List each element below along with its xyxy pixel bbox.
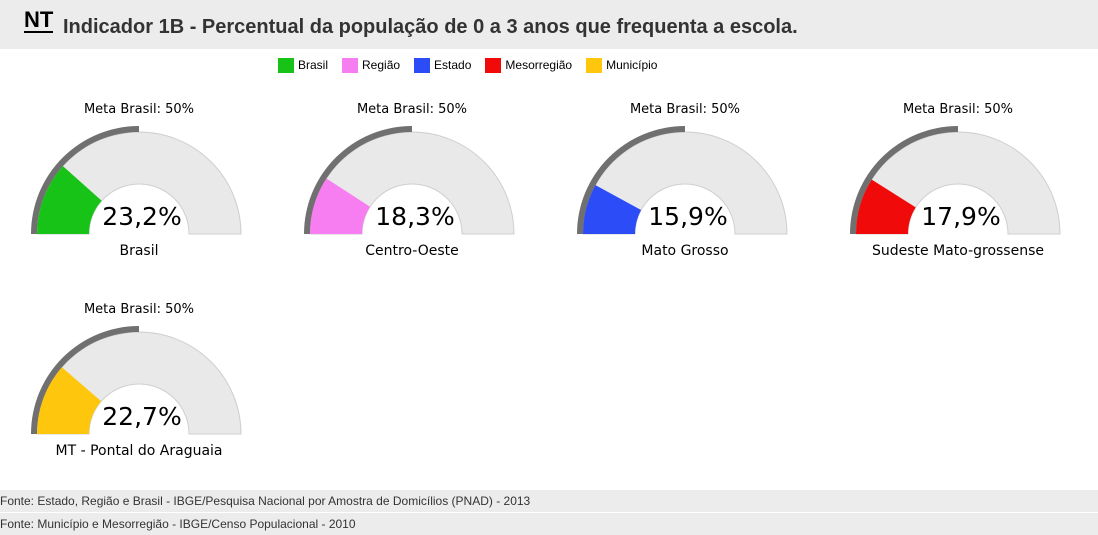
gauge-target-label: Meta Brasil: 50%	[357, 102, 467, 117]
gauge-target-label: Meta Brasil: 50%	[630, 102, 740, 117]
gauges-chart: Meta Brasil: 50% 23,2% Brasil Meta Brasil: …	[31, 102, 1061, 459]
legend-item-estado[interactable]: Estado	[414, 57, 472, 73]
gauge-name-label: Brasil	[119, 243, 158, 259]
gauge-value-fill	[583, 185, 642, 234]
gauge-name-label: Mato Grosso	[641, 243, 728, 259]
gauge-value-label: 18,3%	[375, 202, 454, 231]
legend-label: Mesorregião	[505, 58, 573, 72]
gauge-value-label: 15,9%	[648, 202, 727, 231]
gauge-name-label: Centro-Oeste	[365, 243, 459, 259]
gauge-name-label: MT - Pontal do Araguaia	[56, 443, 223, 459]
legend-swatch	[342, 57, 359, 73]
gauge-value-fill	[856, 179, 916, 234]
gauge-name-label: Sudeste Mato-grossense	[872, 243, 1044, 259]
legend-swatch	[586, 57, 603, 73]
legend-label: Região	[362, 58, 401, 72]
gauge-value-label: 22,7%	[102, 402, 181, 431]
gauge-target-label: Meta Brasil: 50%	[903, 102, 1013, 117]
gauge-value-fill	[37, 166, 102, 234]
legend: Brasil Região Estado Mesorregião Municíp…	[278, 57, 671, 73]
gauge-target-label: Meta Brasil: 50%	[84, 302, 194, 317]
gauge-value-label: 17,9%	[921, 202, 1000, 231]
gauge-target-label: Meta Brasil: 50%	[84, 102, 194, 117]
chart-header: NT Indicador 1B - Percentual da populaçã…	[0, 0, 1098, 49]
legend-item-municipio[interactable]: Município	[586, 57, 658, 73]
legend-label: Brasil	[298, 58, 329, 72]
legend-swatch	[278, 57, 294, 73]
legend-item-regiao[interactable]: Região	[342, 57, 401, 73]
nt-logo: NT	[24, 7, 54, 33]
footer-source-2: Fonte: Município e Mesorregião - IBGE/Ce…	[0, 513, 1098, 535]
legend-swatch	[485, 57, 502, 73]
gauge-value-label: 23,2%	[102, 202, 181, 231]
legend-item-brasil[interactable]: Brasil	[278, 57, 329, 73]
gauge-value-fill	[310, 178, 371, 234]
legend-label: Estado	[434, 58, 472, 72]
legend-item-mesorregiao[interactable]: Mesorregião	[485, 57, 573, 73]
legend-swatch	[414, 57, 431, 73]
legend-label: Município	[606, 58, 658, 72]
gauge-value-fill	[37, 367, 102, 434]
footer-source-1: Fonte: Estado, Região e Brasil - IBGE/Pe…	[0, 490, 1098, 512]
chart-title: Indicador 1B - Percentual da população d…	[63, 16, 798, 38]
